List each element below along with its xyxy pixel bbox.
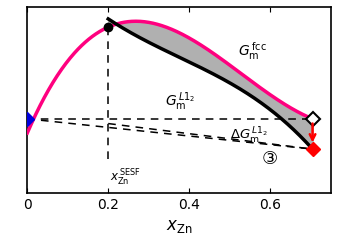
Text: $G_{\mathrm{m}}^{\,\mathrm{fcc}}$: $G_{\mathrm{m}}^{\,\mathrm{fcc}}$ xyxy=(238,40,266,62)
X-axis label: $x_{\mathrm{Zn}}$: $x_{\mathrm{Zn}}$ xyxy=(166,217,192,235)
Text: $G_{\mathrm{m}}^{\,L1_2}$: $G_{\mathrm{m}}^{\,L1_2}$ xyxy=(165,90,195,113)
Text: $\Delta G_{\mathrm{m}}^{\,L1_2}$: $\Delta G_{\mathrm{m}}^{\,L1_2}$ xyxy=(229,126,268,146)
Text: ③: ③ xyxy=(262,150,278,168)
Text: $x_{\mathrm{Zn}}^{\,\mathrm{SESF}}$: $x_{\mathrm{Zn}}^{\,\mathrm{SESF}}$ xyxy=(110,168,141,188)
